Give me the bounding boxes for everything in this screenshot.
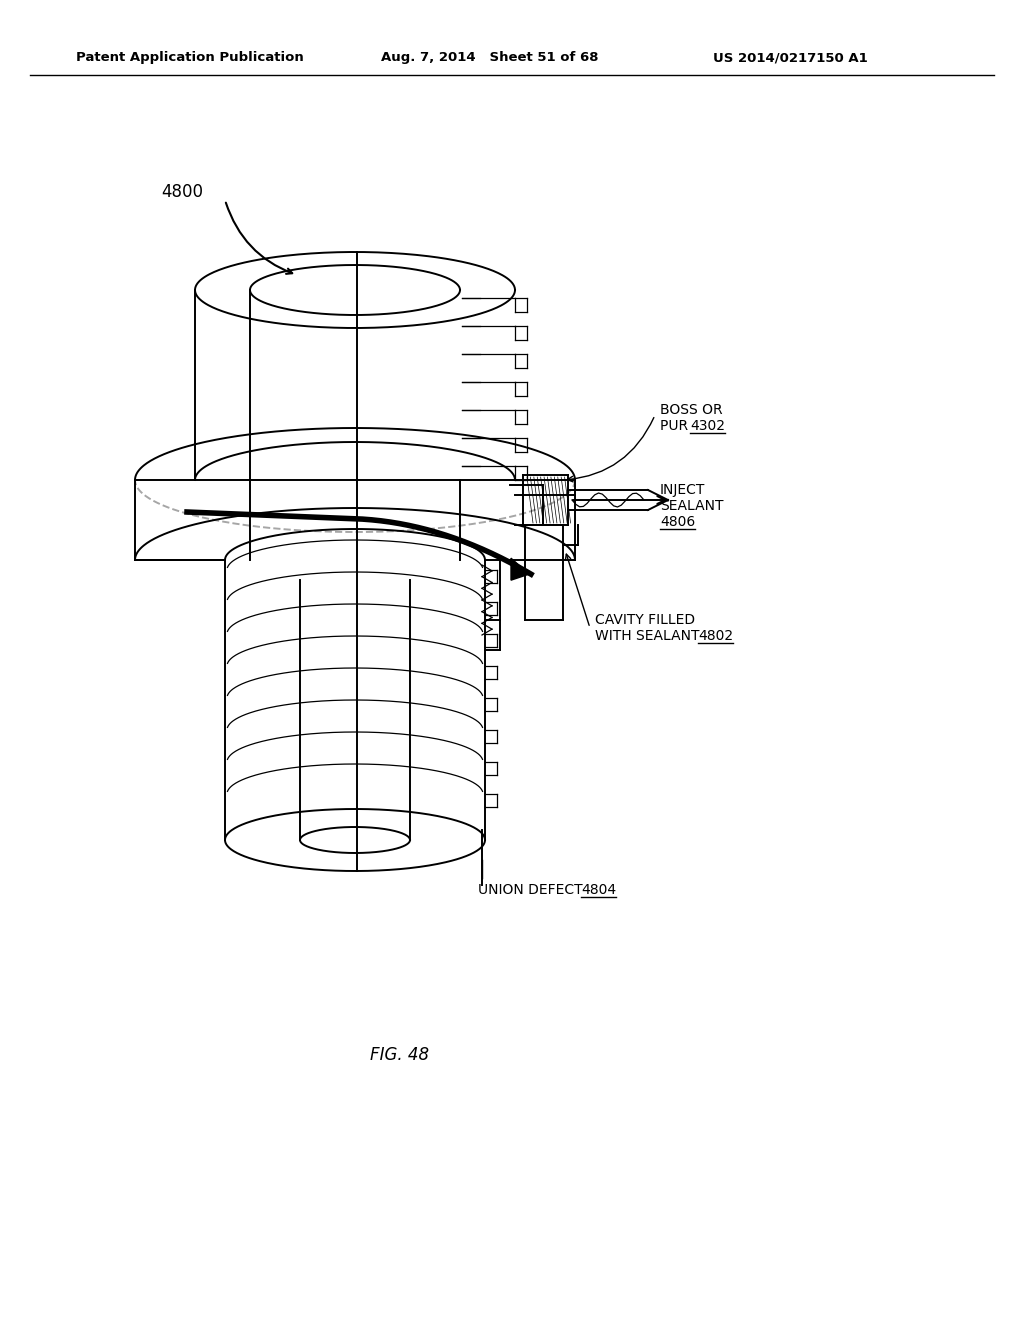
Text: CAVITY FILLED: CAVITY FILLED xyxy=(595,612,695,627)
Text: 4804: 4804 xyxy=(581,883,616,898)
Text: PUR: PUR xyxy=(660,418,692,433)
Text: 4800: 4800 xyxy=(161,183,203,201)
Text: FIG. 48: FIG. 48 xyxy=(371,1045,429,1064)
Text: 4302: 4302 xyxy=(690,418,725,433)
Text: Patent Application Publication: Patent Application Publication xyxy=(76,51,304,65)
Text: SEALANT: SEALANT xyxy=(660,499,724,513)
Text: 4806: 4806 xyxy=(660,515,695,529)
Polygon shape xyxy=(511,558,529,581)
Text: UNION DEFECT: UNION DEFECT xyxy=(478,883,587,898)
Text: INJECT: INJECT xyxy=(660,483,706,498)
Text: Aug. 7, 2014   Sheet 51 of 68: Aug. 7, 2014 Sheet 51 of 68 xyxy=(381,51,599,65)
Text: BOSS OR: BOSS OR xyxy=(660,403,723,417)
Text: 4802: 4802 xyxy=(698,630,733,643)
Text: WITH SEALANT: WITH SEALANT xyxy=(595,630,703,643)
Text: US 2014/0217150 A1: US 2014/0217150 A1 xyxy=(713,51,867,65)
